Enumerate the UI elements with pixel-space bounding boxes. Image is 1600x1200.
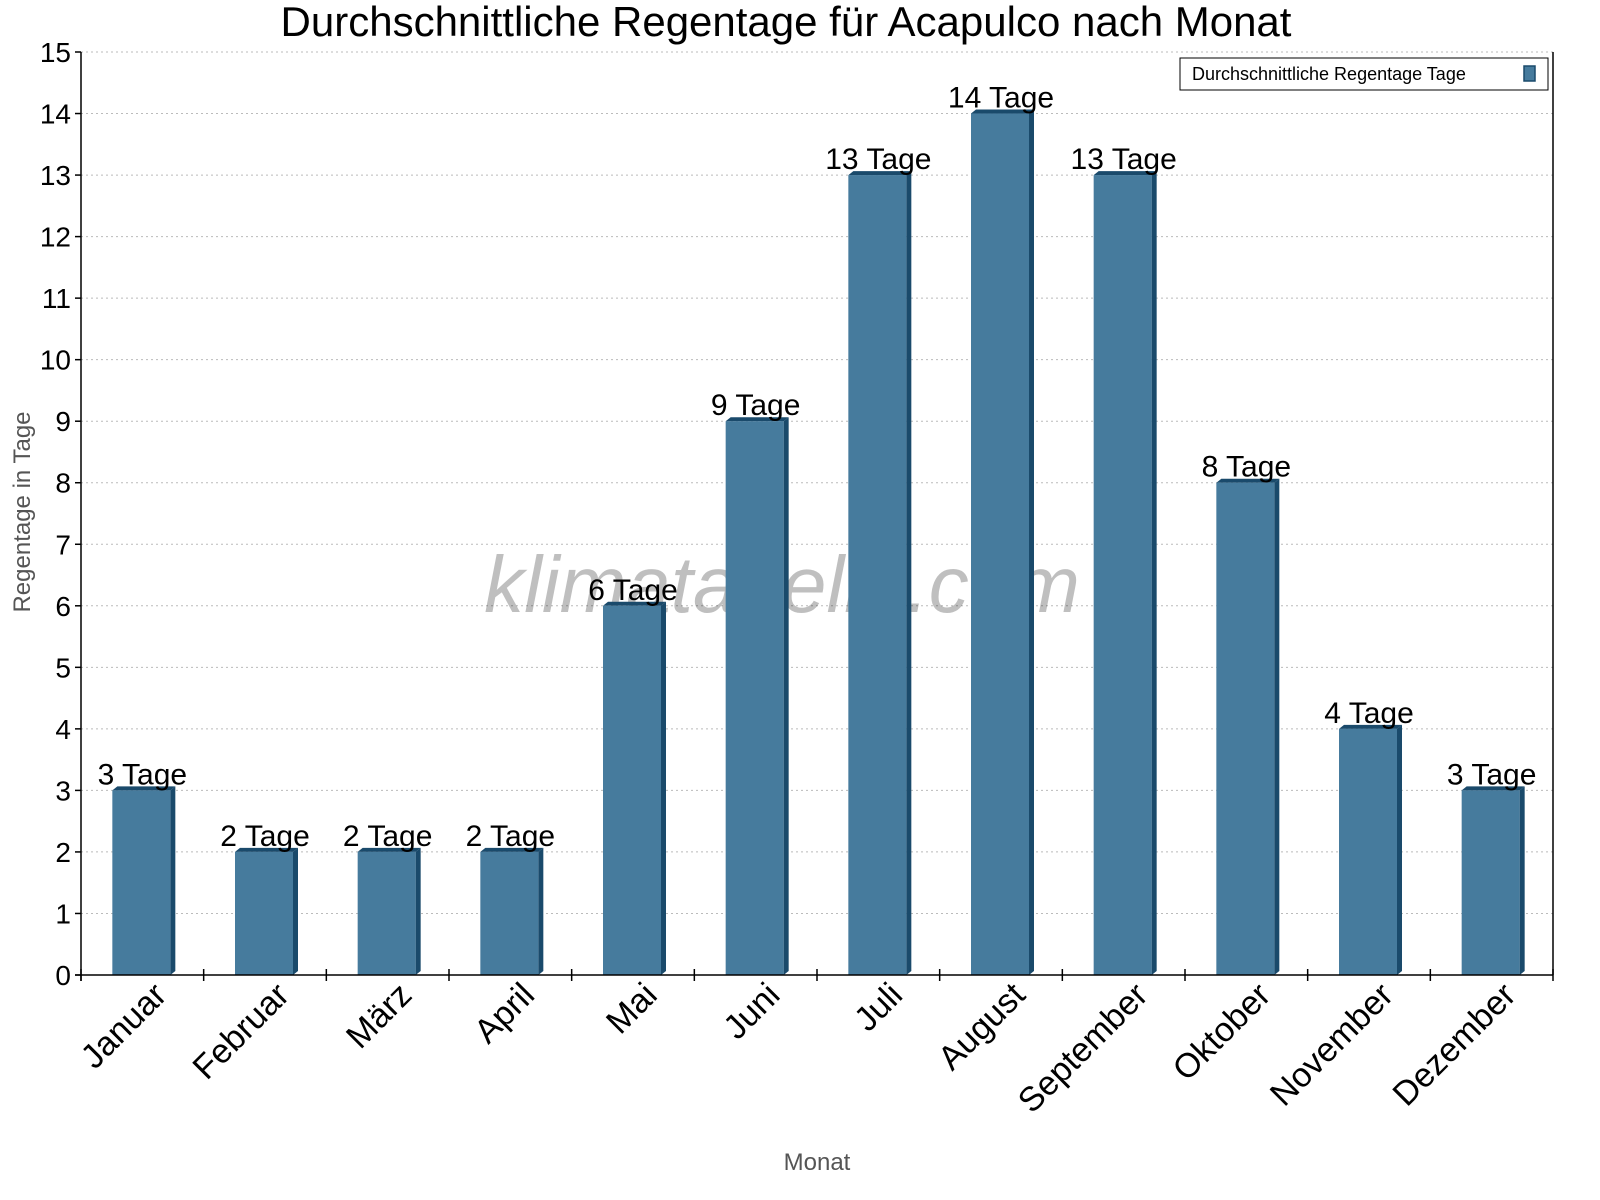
x-tick-label: November (1263, 976, 1401, 1114)
bar-top (1339, 724, 1402, 729)
bar-top (480, 847, 544, 852)
x-tick-label: April (467, 976, 542, 1051)
bar (1461, 790, 1520, 975)
x-tick-label: August (931, 975, 1033, 1077)
chart-title: Durchschnittliche Regentage für Acapulco… (281, 0, 1292, 45)
y-tick-label: 6 (55, 591, 71, 622)
data-label: 8 Tage (1202, 451, 1292, 484)
data-label: 6 Tage (588, 574, 678, 607)
data-label: 14 Tage (948, 82, 1054, 115)
x-tick-label: Juni (716, 976, 787, 1047)
data-label: 9 Tage (711, 389, 801, 422)
y-tick-label: 1 (55, 898, 71, 929)
data-label: 2 Tage (343, 820, 433, 853)
y-tick-label: 5 (55, 652, 71, 683)
y-tick-label: 9 (55, 406, 71, 437)
data-label: 13 Tage (825, 143, 931, 176)
y-tick-label: 10 (40, 345, 71, 376)
bar-top (1216, 478, 1280, 483)
bar-top (235, 847, 298, 852)
bar (1216, 482, 1275, 975)
x-tick-label: Mai (599, 976, 665, 1042)
bar (848, 175, 907, 976)
bar-side (293, 847, 298, 975)
y-tick-label: 4 (55, 714, 71, 745)
bar (603, 605, 661, 975)
bar (235, 851, 293, 975)
bar (1093, 175, 1152, 976)
data-label: 2 Tage (466, 820, 556, 853)
bar-top (725, 417, 789, 422)
x-tick-label: Januar (74, 976, 174, 1076)
bar-top (1461, 786, 1525, 791)
bar-side (170, 786, 176, 975)
y-tick-label: 15 (40, 37, 71, 68)
data-label: 3 Tage (98, 758, 188, 791)
bar (1339, 728, 1397, 975)
y-tick-label: 13 (40, 160, 71, 191)
bars: 3 Tage 2 Tage 2 Tage 2 Tage 6 Tage 9 Tage 13 T… (98, 82, 1537, 976)
bar-side (1519, 786, 1525, 975)
bar-side (783, 417, 789, 975)
x-tick-label: Juli (847, 976, 910, 1039)
bar-side (906, 171, 912, 976)
bar-side (1397, 724, 1402, 975)
data-label: 2 Tage (220, 820, 310, 853)
bar-top (971, 109, 1034, 114)
y-axis-label: Regentage in Tage (9, 411, 36, 612)
bar-side (1151, 171, 1157, 976)
data-label: 3 Tage (1447, 758, 1537, 791)
bar-top (1093, 171, 1157, 176)
x-tick-label: Dezember (1386, 976, 1524, 1114)
legend-swatch (1523, 65, 1536, 82)
x-axis-label: Monat (784, 1149, 851, 1176)
bar-side (661, 601, 666, 975)
x-tick-label: Februar (186, 976, 297, 1087)
data-label: 4 Tage (1324, 697, 1414, 730)
data-label: 13 Tage (1071, 143, 1177, 176)
bar-side (1029, 109, 1034, 976)
y-tick-label: 7 (55, 529, 71, 560)
y-tick-label: 11 (42, 283, 71, 314)
y-tick-label: 12 (40, 222, 71, 253)
y-tick-label: 3 (55, 775, 71, 806)
bar (725, 421, 784, 975)
legend-label: Durchschnittliche Regentage Tage (1192, 64, 1466, 84)
bar-side (538, 847, 544, 975)
legend-box (1179, 57, 1549, 91)
legend: Durchschnittliche Regentage Tage (1179, 57, 1549, 91)
y-tick-label: 0 (55, 960, 71, 991)
x-tick-label: September (1011, 976, 1155, 1120)
bar-side (415, 847, 421, 975)
bar (357, 851, 416, 975)
bar-top (112, 786, 176, 791)
bar-top (357, 847, 421, 852)
bar (971, 113, 1029, 976)
bar (112, 790, 171, 975)
y-tick-label: 14 (40, 99, 71, 130)
bar-top (603, 601, 666, 606)
x-tick-label: Oktober (1166, 976, 1278, 1088)
y-tick-label: 8 (55, 468, 71, 499)
bar (480, 851, 539, 975)
bar-top (848, 171, 912, 176)
bar-side (1274, 478, 1280, 975)
gridlines (81, 51, 1553, 914)
y-tick-label: 2 (55, 837, 71, 868)
x-tick-label: März (339, 976, 419, 1056)
